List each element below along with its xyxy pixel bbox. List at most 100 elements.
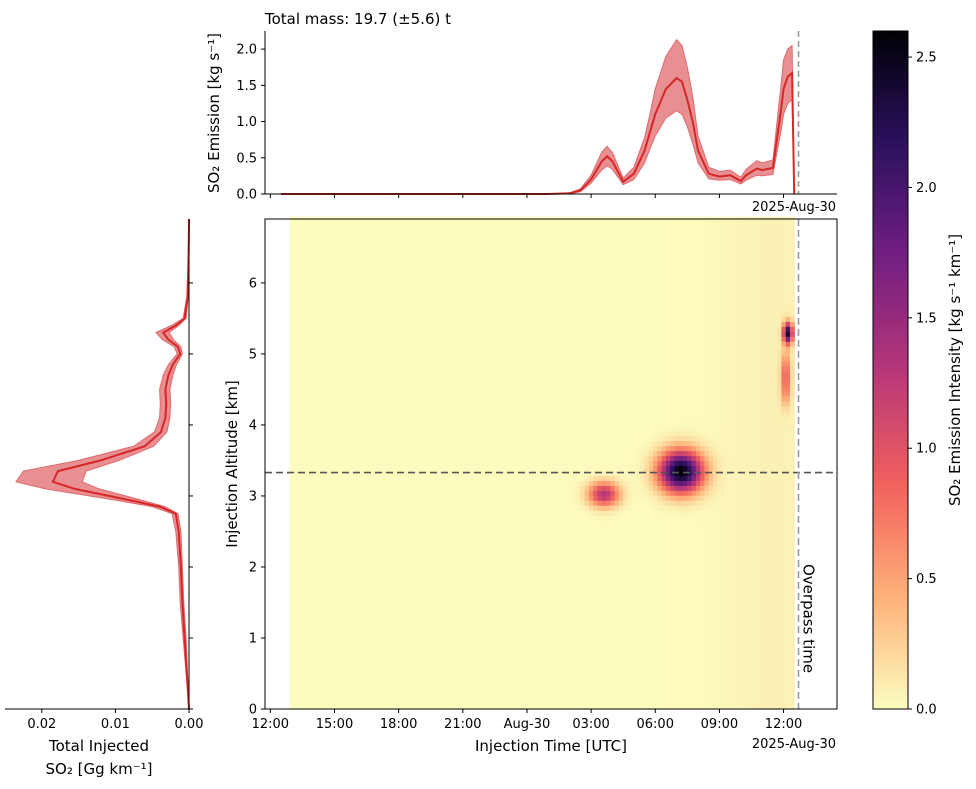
heatmap-cell	[345, 574, 351, 581]
heatmap-cell	[375, 619, 380, 626]
heatmap-cell	[499, 704, 505, 710]
heatmap-cell	[439, 455, 445, 462]
heatmap-cell	[417, 405, 423, 412]
heatmap-cell	[499, 460, 505, 467]
heatmap-cell	[405, 495, 410, 501]
heatmap-cell	[370, 246, 376, 253]
heatmap-cell	[332, 495, 338, 501]
heatmap-cell	[293, 261, 299, 268]
heatmap-cell	[332, 361, 338, 367]
heatmap-cell	[298, 535, 304, 541]
heatmap-cell	[405, 589, 410, 596]
heatmap-cell	[460, 341, 466, 347]
heatmap-cell	[353, 430, 359, 437]
heatmap-cell	[469, 689, 475, 695]
heatmap-cell	[379, 291, 385, 297]
heatmap-cell	[486, 599, 492, 606]
heatmap-cell	[289, 574, 295, 581]
heatmap-cell	[499, 679, 505, 685]
heatmap-cell	[375, 395, 380, 402]
heatmap-cell	[362, 490, 368, 496]
heatmap-cell	[298, 296, 304, 302]
heatmap-cell	[375, 699, 380, 705]
heatmap-cell	[349, 326, 355, 332]
heatmap-cell	[387, 539, 393, 546]
heatmap-cell	[336, 405, 342, 412]
heatmap-cell	[477, 301, 483, 307]
heatmap-cell	[486, 704, 492, 710]
heatmap-cell	[400, 549, 406, 556]
heatmap-cell	[328, 326, 333, 332]
heatmap-cell	[422, 639, 428, 645]
heatmap-cell	[358, 544, 363, 551]
heatmap-cell	[328, 440, 333, 447]
heatmap-cell	[345, 395, 351, 402]
heatmap-cell	[494, 639, 500, 645]
heatmap-cell	[460, 664, 466, 670]
heatmap-cell	[328, 311, 333, 317]
heatmap-cell	[306, 341, 312, 347]
heatmap-cell	[443, 564, 449, 571]
heatmap-cell	[328, 569, 333, 576]
heatmap-cell	[473, 450, 479, 457]
heatmap-cell	[396, 370, 402, 377]
heatmap-cell	[353, 346, 359, 352]
heatmap-cell	[413, 366, 419, 372]
heatmap-cell	[332, 649, 338, 655]
heatmap-cell	[452, 689, 457, 695]
heatmap-cell	[366, 515, 372, 521]
heatmap-cell	[379, 316, 385, 322]
heatmap-cell	[400, 425, 406, 432]
heatmap-cell	[460, 380, 466, 387]
heatmap-cell	[310, 485, 316, 491]
heatmap-cell	[310, 639, 316, 645]
heatmap-cell	[405, 366, 410, 372]
heatmap-cell	[336, 485, 342, 491]
heatmap-cell	[323, 455, 329, 462]
heatmap-cell	[310, 430, 316, 437]
heatmap-cell	[409, 440, 415, 447]
heatmap-cell	[387, 311, 393, 317]
heatmap-cell	[400, 321, 406, 327]
heatmap-cell	[392, 346, 398, 352]
heatmap-cell	[473, 599, 479, 606]
heatmap-cell	[379, 480, 385, 486]
heatmap-cell	[387, 510, 393, 516]
heatmap-cell	[405, 306, 410, 312]
heatmap-cell	[486, 659, 492, 665]
heatmap-cell	[315, 226, 321, 233]
heatmap-cell	[430, 664, 436, 670]
heatmap-cell	[422, 370, 428, 377]
heatmap-cell	[379, 644, 385, 650]
heatmap-cell	[435, 226, 440, 233]
heatmap-cell	[452, 281, 457, 288]
heatmap-cell	[336, 321, 342, 327]
heatmap-cell	[383, 674, 389, 680]
emission-band-area	[281, 38, 795, 195]
heatmap-cell	[503, 659, 509, 665]
heatmap-cell	[306, 699, 312, 705]
heatmap-cell	[396, 266, 402, 273]
heatmap-cell	[315, 684, 321, 690]
heatmap-cell	[413, 261, 419, 268]
heatmap-cell	[443, 659, 449, 665]
heatmap-cell	[323, 539, 329, 546]
heatmap-cell	[430, 251, 436, 258]
heatmap-cell	[482, 599, 487, 606]
heatmap-cell	[499, 674, 505, 680]
heatmap-cell	[435, 569, 440, 576]
heatmap-cell	[379, 490, 385, 496]
heatmap-cell	[293, 465, 299, 471]
heatmap-cell	[289, 554, 295, 561]
heatmap-cell	[340, 505, 346, 511]
heatmap-cell	[349, 256, 355, 263]
heatmap-cell	[298, 440, 304, 447]
heatmap-cell	[392, 326, 398, 332]
heatmap-cell	[392, 704, 398, 710]
heatmap-cell	[310, 410, 316, 417]
heatmap-cell	[340, 266, 346, 273]
heatmap-cell	[362, 430, 368, 437]
heatmap-cell	[482, 619, 487, 626]
heatmap-cell	[422, 380, 428, 387]
heatmap-cell	[439, 654, 445, 660]
